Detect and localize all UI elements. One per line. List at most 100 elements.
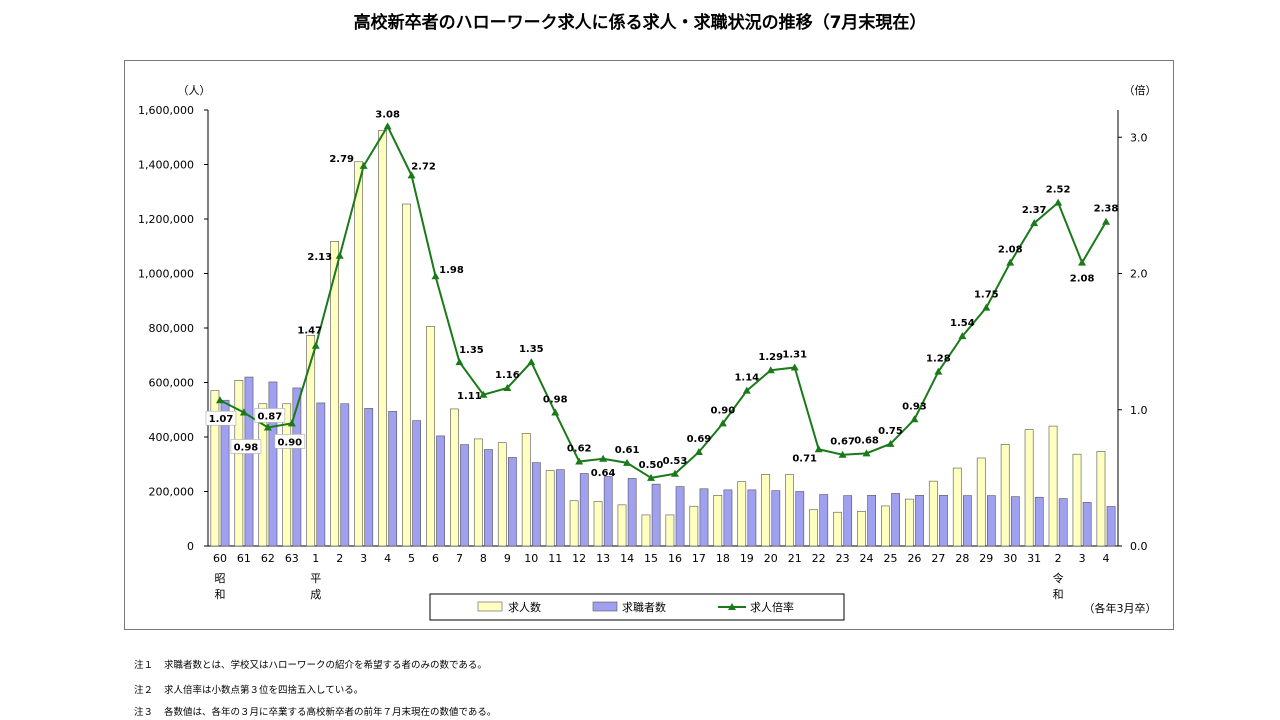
ratio-marker (623, 458, 632, 466)
legend-label-job-seekers: 求職者数 (622, 601, 666, 614)
ratio-data-label: 1.35 (519, 344, 544, 355)
bar-job-openings (569, 500, 579, 547)
bar-job-openings (785, 474, 795, 547)
bar-job-openings (426, 326, 435, 547)
x-tick-label: 14 (620, 552, 634, 565)
ratio-marker (287, 419, 296, 427)
x-tick-label: 61 (237, 552, 251, 565)
ratio-marker (311, 341, 320, 349)
bar-job-seekers (484, 449, 493, 547)
era-label: 成 (310, 588, 321, 601)
chart-title: 高校新卒者のハローワーク求人に係る求人・求職状況の推移（7月末現在） (353, 13, 927, 33)
bar-job-openings (905, 498, 914, 547)
ratio-data-label: 1.29 (758, 352, 783, 363)
x-tick-label: 62 (261, 552, 275, 565)
ratio-marker (359, 161, 368, 169)
right-tick-label: 0.0 (1130, 540, 1148, 553)
ratio-data-label: 0.71 (792, 453, 817, 464)
x-tick-label: 26 (907, 552, 921, 565)
ratio-data-label: 3.08 (375, 109, 400, 120)
ratio-marker (742, 386, 751, 394)
bar-job-seekers (867, 495, 876, 547)
x-tick-label: 1 (312, 552, 319, 565)
bar-job-seekers (819, 494, 829, 547)
bar-job-seekers (963, 495, 972, 547)
ratio-marker (647, 473, 656, 481)
ratio-data-label: 2.08 (998, 245, 1023, 256)
bar-job-seekers (555, 469, 565, 547)
left-unit-label: （人） (178, 84, 211, 97)
ratio-data-label: 0.64 (591, 468, 616, 479)
ratio-marker (263, 423, 272, 431)
x-tick-label: 17 (692, 552, 706, 565)
x-tick-label: 6 (432, 552, 439, 565)
bar-job-seekers (340, 403, 350, 547)
bar-job-openings (857, 511, 866, 547)
right-tick-label: 2.0 (1130, 268, 1148, 281)
bar-job-seekers (723, 489, 733, 547)
ratio-data-label: 0.68 (854, 435, 879, 446)
x-tick-label: 60 (213, 552, 227, 565)
bar-job-seekers (268, 381, 278, 547)
bar-job-openings (833, 511, 842, 547)
x-tick-label: 12 (572, 552, 586, 565)
x-tick-label: 2 (1055, 552, 1062, 565)
bar-job-seekers (316, 402, 326, 547)
bar-job-seekers (651, 483, 661, 547)
bar-job-seekers (939, 495, 948, 547)
era-label: 平 (310, 572, 321, 585)
ratio-data-label: 0.62 (567, 444, 592, 455)
bar-job-openings (354, 161, 363, 547)
bar-job-seekers (843, 495, 853, 547)
ratio-marker (766, 366, 775, 374)
ratio-marker (1006, 258, 1015, 266)
bar-job-seekers (244, 376, 254, 547)
ratio-marker (886, 439, 895, 447)
x-tick-label: 20 (764, 552, 778, 565)
bar-job-seekers (675, 486, 685, 547)
era-label: 和 (1053, 588, 1064, 601)
ratio-label-box (230, 439, 262, 454)
bar-job-seekers (508, 457, 517, 547)
x-tick-label: 10 (524, 552, 538, 565)
ratio-data-label: 1.28 (926, 354, 951, 365)
x-tick-label: 11 (548, 552, 562, 565)
ratio-data-label: 0.98 (234, 442, 259, 453)
bar-job-openings (713, 495, 723, 547)
ratio-data-label: 1.47 (297, 326, 322, 337)
bar-job-seekers (292, 387, 302, 547)
x-tick-label: 4 (384, 552, 391, 565)
x-tick-label: 15 (644, 552, 658, 565)
bar-job-openings (234, 380, 244, 547)
ratio-data-label: 0.53 (663, 456, 688, 467)
x-tick-label: 9 (504, 552, 511, 565)
ratio-data-label: 1.07 (209, 414, 234, 425)
bar-job-seekers (220, 399, 230, 547)
x-tick-label: 13 (596, 552, 610, 565)
ratio-data-label: 2.52 (1046, 185, 1071, 196)
bar-job-seekers (699, 488, 709, 547)
bar-job-seekers (1010, 496, 1020, 547)
ratio-marker (479, 390, 488, 398)
ratio-label-box (274, 434, 306, 449)
ratio-marker (838, 450, 847, 458)
bar-job-seekers (891, 493, 900, 547)
ratio-marker (790, 363, 799, 371)
bar-job-openings (450, 408, 459, 547)
bar-job-openings (1000, 444, 1010, 547)
bar-job-seekers (1058, 498, 1068, 547)
ratio-data-label: 0.67 (830, 437, 855, 448)
ratio-marker (910, 415, 919, 423)
ratio-data-label: 1.16 (495, 370, 520, 381)
bar-job-openings (665, 514, 675, 547)
bar-job-seekers (460, 444, 469, 547)
bar-job-openings (952, 467, 962, 547)
right-tick-label: 3.0 (1130, 131, 1148, 144)
left-tick-label: 1,200,000 (138, 213, 194, 226)
x-tick-label: 8 (480, 552, 487, 565)
x-tick-label: 30 (1003, 552, 1017, 565)
x-tick-label: 18 (716, 552, 730, 565)
x-tick-label: 2 (336, 552, 343, 565)
x-tick-label: 25 (884, 552, 898, 565)
ratio-label-box (254, 408, 286, 423)
